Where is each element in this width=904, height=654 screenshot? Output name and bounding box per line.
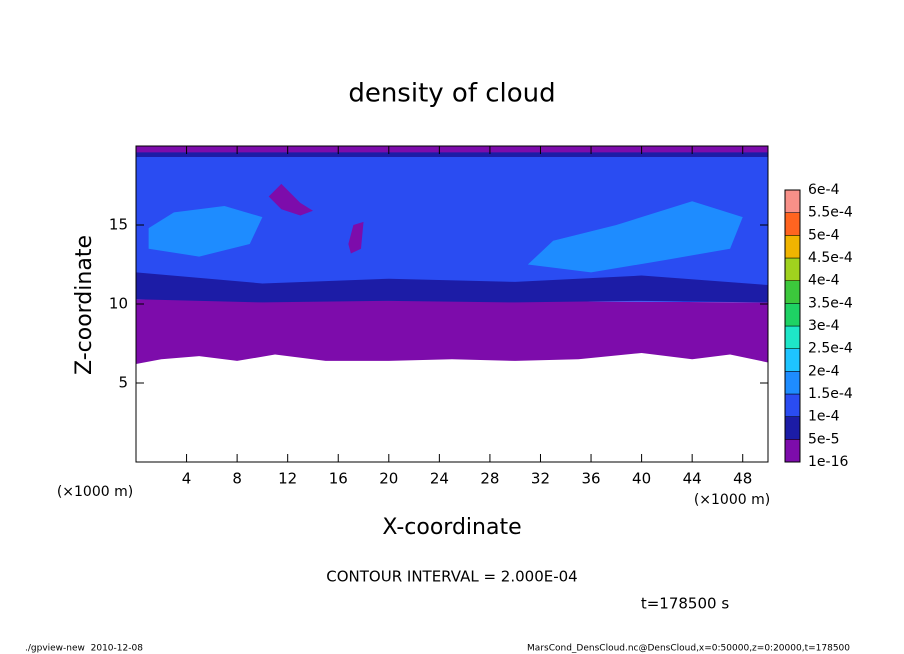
y-tick-label: 5 bbox=[118, 374, 128, 392]
contour-region bbox=[136, 299, 768, 365]
contour-region bbox=[136, 272, 768, 303]
colorbar-label: 4e-4 bbox=[808, 273, 840, 289]
colorbar-band bbox=[784, 303, 801, 327]
colorbar-band bbox=[784, 371, 801, 395]
colorbar-band bbox=[784, 189, 801, 213]
x-tick-label: 28 bbox=[480, 470, 499, 488]
colorbar-band bbox=[784, 235, 801, 259]
x-unit: (×1000 m) bbox=[694, 492, 770, 508]
x-tick-label: 36 bbox=[581, 470, 600, 488]
colorbar-label: 1e-4 bbox=[808, 409, 840, 425]
x-tick-label: 4 bbox=[182, 470, 192, 488]
x-tick-label: 16 bbox=[329, 470, 348, 488]
colorbar-label: 2e-4 bbox=[808, 363, 840, 379]
colorbar-label: 3e-4 bbox=[808, 318, 840, 334]
y-tick-label: 10 bbox=[109, 295, 128, 313]
colorbar-label: 2.5e-4 bbox=[808, 341, 853, 357]
colorbar-label: 4.5e-4 bbox=[808, 250, 853, 266]
colorbar-frame bbox=[784, 189, 801, 463]
colorbar-label: 5e-5 bbox=[808, 431, 839, 447]
colorbar-band bbox=[784, 439, 801, 463]
colorbar-band bbox=[784, 257, 801, 281]
colorbar-label: 5.5e-4 bbox=[808, 205, 853, 221]
colorbar-label: 6e-4 bbox=[808, 182, 840, 198]
contour-interval: CONTOUR INTERVAL = 2.000E-04 bbox=[326, 568, 577, 586]
contour-region bbox=[527, 201, 743, 273]
x-tick-label: 12 bbox=[278, 470, 297, 488]
colorbar-label: 1e-16 bbox=[808, 454, 848, 470]
footer-left: ./gpview-new 2010-12-08 bbox=[25, 644, 143, 654]
x-tick-label: 20 bbox=[379, 470, 398, 488]
x-tick-label: 32 bbox=[531, 470, 550, 488]
chart-title: density of cloud bbox=[348, 79, 555, 109]
colorbar-band bbox=[784, 416, 801, 440]
footer-right: MarsCond_DensCloud.nc@DensCloud,x=0:5000… bbox=[527, 644, 850, 654]
x-tick-label: 44 bbox=[683, 470, 702, 488]
colorbar-label: 3.5e-4 bbox=[808, 295, 853, 311]
colorbar-band bbox=[784, 325, 801, 349]
time-label: t=178500 s bbox=[641, 595, 729, 613]
contour-region bbox=[148, 206, 263, 257]
x-tick-label: 48 bbox=[733, 470, 752, 488]
x-tick-label: 8 bbox=[232, 470, 242, 488]
x-axis-label: X-coordinate bbox=[382, 515, 521, 540]
colorbar-band bbox=[784, 393, 801, 417]
colorbar-label: 5e-4 bbox=[808, 227, 840, 243]
colorbar-band bbox=[784, 348, 801, 372]
contour-region bbox=[136, 146, 768, 153]
contour-region bbox=[348, 221, 364, 254]
colorbar-band bbox=[784, 212, 801, 236]
colorbar-label: 1.5e-4 bbox=[808, 386, 853, 402]
y-unit: (×1000 m) bbox=[57, 484, 133, 500]
y-tick-label: 15 bbox=[109, 216, 128, 234]
contour-region bbox=[268, 183, 313, 216]
colorbar-band bbox=[784, 280, 801, 304]
x-tick-label: 24 bbox=[430, 470, 449, 488]
y-axis-label: Z-coordinate bbox=[72, 235, 97, 375]
x-tick-label: 40 bbox=[632, 470, 651, 488]
